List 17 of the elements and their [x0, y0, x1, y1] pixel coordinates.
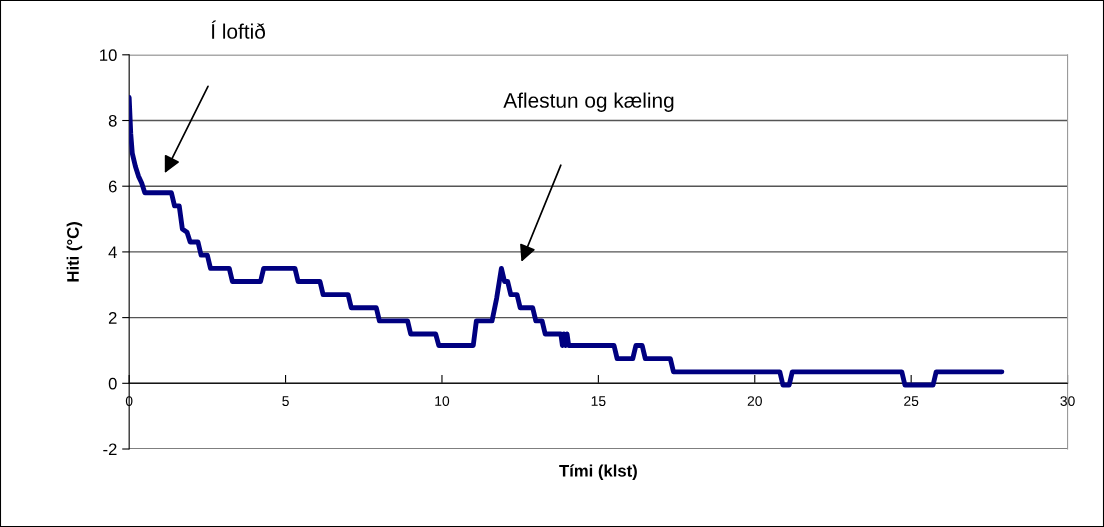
y-tick-label: 0: [108, 377, 117, 390]
x-tick-label: 25: [904, 396, 919, 407]
y-tick-label: 6: [108, 180, 117, 193]
y-axis-title: Hiti (°C): [66, 222, 83, 282]
x-tick-label: 5: [282, 396, 289, 407]
x-axis-title: Tími (klst): [559, 464, 637, 480]
y-tick-label: -2: [103, 443, 117, 456]
y-tick-label: 2: [108, 312, 117, 324]
text: Í loftið: [211, 20, 266, 39]
annotation: Aflestun og kæling: [503, 92, 674, 112]
x-tick-label: 15: [591, 396, 606, 407]
y-tick-label: 8: [108, 114, 117, 127]
x-tick-label: 10: [435, 396, 450, 407]
x-tick-label: 20: [747, 396, 762, 407]
y-tick-label: 10: [100, 49, 117, 62]
y-tick-label: 4: [108, 246, 117, 258]
x-tick-label: 30: [1060, 396, 1075, 407]
